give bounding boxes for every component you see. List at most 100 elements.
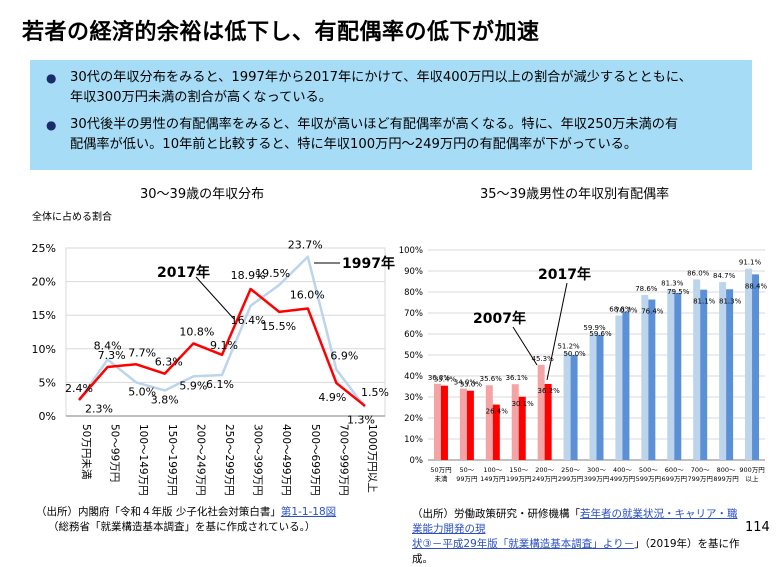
data-label-2017: 59.6%: [589, 330, 612, 338]
x-tick-label: 899万円: [713, 475, 738, 483]
data-label-2007: 51.2%: [557, 342, 580, 350]
x-tick-label: 600～: [665, 466, 684, 474]
x-tick-label: 200～: [535, 466, 554, 474]
data-label-2017: 76.4%: [641, 308, 664, 316]
summary-bullet-1: ● 30代の年収分布をみると、1997年から2017年にかけて、年収400万円以…: [46, 68, 738, 108]
data-label-2007: 68.8%: [609, 306, 632, 314]
x-tick-label: 300～: [587, 466, 606, 474]
left-source-line2: （総務省「就業構造基本調査」を基に作成されている。）: [48, 521, 316, 533]
x-tick-label: 300～399万円: [252, 424, 264, 496]
data-label-2017: 7.7%: [128, 346, 156, 359]
bar-2007: [719, 282, 727, 460]
income-distribution-chart: 全体に占める割合 0% 5% 10% 15% 20% 25% 50万円未満 50～99万円 100…: [32, 210, 395, 496]
bullet-dot-icon: ●: [46, 118, 57, 132]
data-label-1997: 5.9%: [179, 379, 207, 392]
left-chart-title: 30～39歳の年収分布: [140, 187, 265, 202]
data-label-2017: 36.2%: [538, 387, 561, 395]
summary-bullet-2: ● 30代後半の男性の有配偶率をみると、年収が高いほど有配偶率が高くなる。特に、…: [46, 115, 738, 155]
data-label-2017: 7.3%: [98, 349, 126, 362]
left-source-prefix: （出所）内閣府「令和４年版 少子化社会対策白書」: [36, 506, 281, 518]
x-tick-label: 99万円: [456, 475, 477, 483]
series-label-2017: 2017年: [157, 264, 210, 281]
y-tick-label: 0%: [39, 410, 56, 423]
data-label-2017: 79.5%: [667, 288, 690, 296]
marriage-rate-chart: 0%10%20%30%40%50%60%70%80%90%100%36.3%35…: [399, 246, 768, 483]
page-title: 若者の経済的余裕は低下し、有配偶率の低下が加速: [22, 20, 540, 45]
data-label-2017: 26.4%: [486, 408, 509, 416]
x-tick-label: 100～: [483, 466, 502, 474]
y-tick-label: 100%: [399, 246, 423, 256]
bar-2007: [589, 334, 597, 460]
x-tick-label: 250～: [561, 466, 580, 474]
data-label-2017: 9.1%: [210, 339, 238, 352]
x-tick-label: 900万円: [739, 466, 764, 474]
data-label-2007: 36.1%: [506, 374, 529, 382]
data-label-2007: 84.7%: [713, 272, 736, 280]
bullet-2-line2: 配偶率が低い。10年前と比較すると、特に年収100万円～249万円の有配偶率が下…: [70, 137, 638, 152]
y-tick-label: 50%: [404, 351, 423, 361]
x-tick-label: 149万円: [480, 475, 505, 483]
bar-2007: [667, 289, 675, 460]
y-tick-label: 5%: [39, 376, 56, 389]
y-tick-label: 25%: [32, 242, 56, 255]
page-number: 114: [745, 520, 770, 535]
data-label-1997: 3.8%: [151, 393, 179, 406]
data-label-1997: 23.7%: [288, 239, 323, 252]
bar-2017: [726, 289, 734, 460]
series-label-1997: 1997年: [342, 255, 395, 272]
x-tick-label: 250～299万円: [223, 424, 235, 496]
bullet-1-line1: 30代の年収分布をみると、1997年から2017年にかけて、年収400万円以上の…: [70, 70, 692, 85]
bar-2017: [466, 390, 474, 460]
x-tick-label: 500～: [639, 466, 658, 474]
y-tick-label: 15%: [32, 309, 56, 322]
right-source-link-1[interactable]: 若年者の就業状況・キャリア・職業能力開発の現: [412, 508, 738, 535]
y-axis-label: 全体に占める割合: [32, 210, 112, 223]
data-label-2017: 6.3%: [155, 356, 183, 369]
data-label-2017: 1.5%: [361, 386, 389, 399]
data-label-1997: 2.3%: [85, 403, 113, 416]
left-source-note: （出所）内閣府「令和４年版 少子化社会対策白書」第1-1-18図 （総務省「就業…: [36, 505, 336, 535]
bar-2007: [641, 294, 649, 460]
data-label-2017: 16.0%: [290, 288, 325, 301]
data-label-2017: 33.0%: [460, 381, 483, 389]
x-tick-label: 50万円未満: [80, 424, 92, 480]
x-tick-label: 700～999万円: [337, 424, 349, 496]
x-tick-label: 699万円: [662, 475, 687, 483]
data-label-2017: 10.8%: [179, 325, 214, 338]
data-label-1997: 6.9%: [330, 350, 358, 363]
bullet-1-line2: 年収300万円未満の割合が高くなっている。: [70, 90, 332, 105]
data-label-2017: 81.3%: [719, 297, 742, 305]
data-label-2007: 34.0%: [454, 379, 477, 387]
bar-2007: [485, 385, 493, 460]
bar-2007: [615, 315, 623, 460]
series-line-2017: [78, 287, 366, 407]
data-label-1997: 16.4%: [231, 314, 266, 327]
y-tick-label: 20%: [404, 414, 423, 424]
y-tick-label: 10%: [404, 435, 423, 445]
data-label-1997: 19.5%: [255, 267, 290, 280]
bar-2007: [563, 352, 571, 460]
x-tick-label: 299万円: [558, 475, 583, 483]
y-tick-label: 80%: [404, 288, 423, 298]
bullet-dot-icon: ●: [46, 71, 57, 85]
x-tick-label: 499万円: [610, 475, 635, 483]
data-label-2007: 81.3%: [661, 279, 684, 287]
bar-2017: [596, 334, 604, 460]
bar-2017: [622, 311, 630, 460]
left-source-link[interactable]: 第1-1-18図: [280, 506, 337, 518]
x-tick-label: 199万円: [506, 475, 531, 483]
bar-2017: [674, 293, 682, 460]
x-tick-label: 1000万円以上: [366, 424, 378, 493]
data-label-2007: 35.6%: [480, 375, 503, 383]
y-tick-label: 70%: [404, 309, 423, 319]
y-tick-label: 90%: [404, 267, 423, 277]
data-label-1997: 5.0%: [128, 385, 156, 398]
callout-line-2017: [546, 282, 568, 381]
x-tick-label: 以上: [746, 474, 760, 483]
x-tick-label: 150～: [509, 466, 528, 474]
bar-2007: [511, 384, 519, 460]
data-label-2007: 91.1%: [739, 259, 762, 267]
data-label-2007: 59.9%: [583, 324, 606, 332]
summary-banner: ● 30代の年収分布をみると、1997年から2017年にかけて、年収400万円以…: [30, 60, 752, 170]
x-tick-label: 500～699万円: [309, 424, 321, 496]
